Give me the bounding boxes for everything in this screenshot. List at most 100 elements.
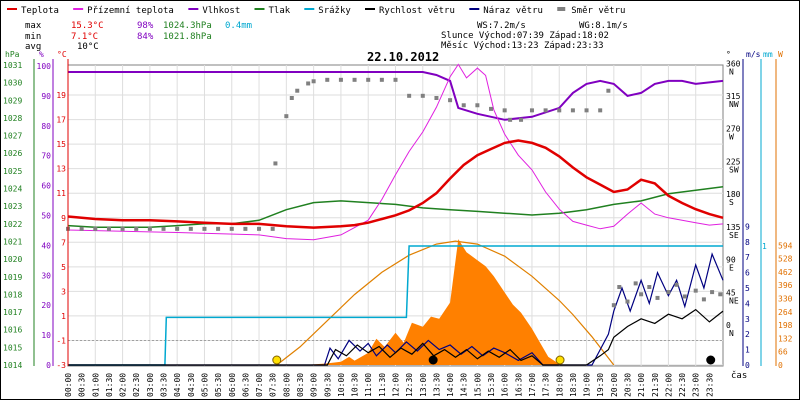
axis-unit-w: W	[778, 50, 783, 59]
wind-direction-point	[120, 226, 125, 231]
sunrise-marker	[272, 355, 282, 365]
axis-unit-deg: °	[726, 50, 731, 59]
wind-direction-point	[701, 297, 706, 302]
wind-direction-point	[379, 77, 384, 82]
rain-tick-label: 1	[762, 242, 767, 251]
wind-direction-point	[338, 77, 343, 82]
wind-dir-tick-label: 225	[726, 157, 741, 166]
time-tick-label: 20:30	[623, 373, 632, 397]
pressure-tick-label: 1014	[3, 361, 22, 370]
wind-direction-point	[598, 108, 603, 113]
time-tick-label: 00:30	[78, 373, 87, 397]
time-tick-label: 09:30	[323, 373, 332, 397]
stats-min-press: 1021.8hPa	[163, 32, 212, 42]
wind-direction-point	[674, 282, 679, 287]
axis-unit-mm: mm	[763, 50, 773, 59]
wind-direction-point	[570, 108, 575, 113]
wind-direction-point	[420, 93, 425, 98]
stats-min-temp: 7.1°C	[71, 32, 98, 42]
humidity-tick-label: 70	[41, 152, 51, 161]
wind-tick-label: 4	[745, 299, 750, 308]
stats-avg-label: avg	[25, 42, 41, 52]
wind-direction-point	[519, 117, 524, 122]
time-tick-label: 02:30	[132, 373, 141, 397]
axes: 1014101510161017101810191020102110221023…	[3, 59, 793, 397]
legend-item: Směr větru	[557, 6, 625, 16]
wind-direction-point	[543, 108, 548, 113]
pressure-tick-label: 1030	[3, 79, 22, 88]
pressure-tick-label: 1027	[3, 132, 22, 141]
temp-tick-label: 15	[56, 140, 66, 149]
time-tick-label: 05:30	[214, 373, 223, 397]
stats-max-rain: 0.4mm	[225, 21, 252, 31]
wind-speed-line	[68, 308, 724, 366]
humidity-tick-label: 50	[41, 212, 51, 221]
time-tick-label: 15:30	[487, 373, 496, 397]
axis-unit-time: čas	[731, 370, 747, 381]
solar-radiation-area	[68, 239, 723, 365]
wind-dir-tick-label: 180	[726, 190, 741, 199]
solar-tick-label: 132	[778, 334, 793, 343]
wind-direction-point	[655, 295, 660, 300]
legend-item: Vlhkost	[188, 6, 240, 16]
wind-direction-point	[257, 226, 262, 231]
solar-tick-label: 330	[778, 295, 793, 304]
axis-unit-pct: %	[39, 50, 44, 59]
legend-label: Přízemní teplota	[87, 6, 174, 16]
info-sun: Slunce Východ:07:39 Západ:18:02	[441, 31, 609, 41]
humidity-tick-label: 20	[41, 301, 51, 310]
temp-tick-label: 7	[61, 238, 66, 247]
wind-direction-point	[611, 303, 616, 308]
temp-tick-label: 11	[56, 189, 66, 198]
time-tick-label: 11:30	[378, 373, 387, 397]
wind-tick-label: 3	[745, 315, 750, 324]
wind-direction-point	[134, 226, 139, 231]
wind-tick-label: 9	[745, 222, 750, 231]
wind-dir-tick-label: NE	[729, 296, 739, 305]
temp-tick-label: 13	[56, 165, 66, 174]
time-tick-label: 12:30	[405, 373, 414, 397]
humidity-tick-label: 0	[46, 361, 51, 370]
wind-tick-label: 5	[745, 284, 750, 293]
wind-direction-point	[617, 285, 622, 290]
chart-date-title: 22.10.2012	[367, 50, 439, 64]
legend-label: Tlak	[269, 6, 291, 16]
temp-tick-label: 19	[56, 91, 66, 100]
wind-direction-point	[202, 226, 207, 231]
temp-tick-label: 9	[61, 214, 66, 223]
wind-direction-point	[366, 77, 371, 82]
wind-direction-point	[647, 285, 652, 290]
solar-tick-label: 396	[778, 281, 793, 290]
solar-tick-label: 462	[778, 268, 793, 277]
humidity-tick-label: 100	[37, 62, 52, 71]
wind-direction-point	[666, 290, 671, 295]
temp-tick-label: 5	[61, 263, 66, 272]
humidity-tick-label: 10	[41, 331, 51, 340]
wind-direction-point	[295, 88, 300, 93]
sunset-marker	[555, 355, 565, 365]
pressure-tick-label: 1020	[3, 255, 22, 264]
stats-max-press: 1024.3hPa	[163, 21, 212, 31]
wind-tick-label: 1	[745, 346, 750, 355]
wind-direction-point	[325, 77, 330, 82]
humidity-line	[68, 71, 724, 121]
temp-tick-label: -3	[56, 361, 66, 370]
axis-unit-hpa: hPa	[5, 50, 20, 59]
wind-tick-label: 7	[745, 253, 750, 262]
time-tick-label: 13:00	[419, 373, 428, 397]
time-tick-label: 21:30	[651, 373, 660, 397]
legend-label: Rychlost větru	[379, 6, 455, 16]
time-tick-label: 15:00	[473, 373, 482, 397]
solar-tick-label: 594	[778, 241, 793, 250]
info-moon: Měsíc Východ:13:23 Západ:23:33	[441, 41, 604, 51]
time-tick-label: 22:30	[678, 373, 687, 397]
wind-direction-point	[270, 226, 275, 231]
legend-item: Náraz větru	[469, 6, 543, 16]
time-tick-label: 11:00	[364, 373, 373, 397]
legend-label: Teplota	[21, 6, 59, 16]
time-tick-label: 03:00	[146, 373, 155, 397]
pressure-tick-label: 1017	[3, 308, 22, 317]
time-tick-label: 03:30	[160, 373, 169, 397]
wind-direction-point	[584, 108, 589, 113]
